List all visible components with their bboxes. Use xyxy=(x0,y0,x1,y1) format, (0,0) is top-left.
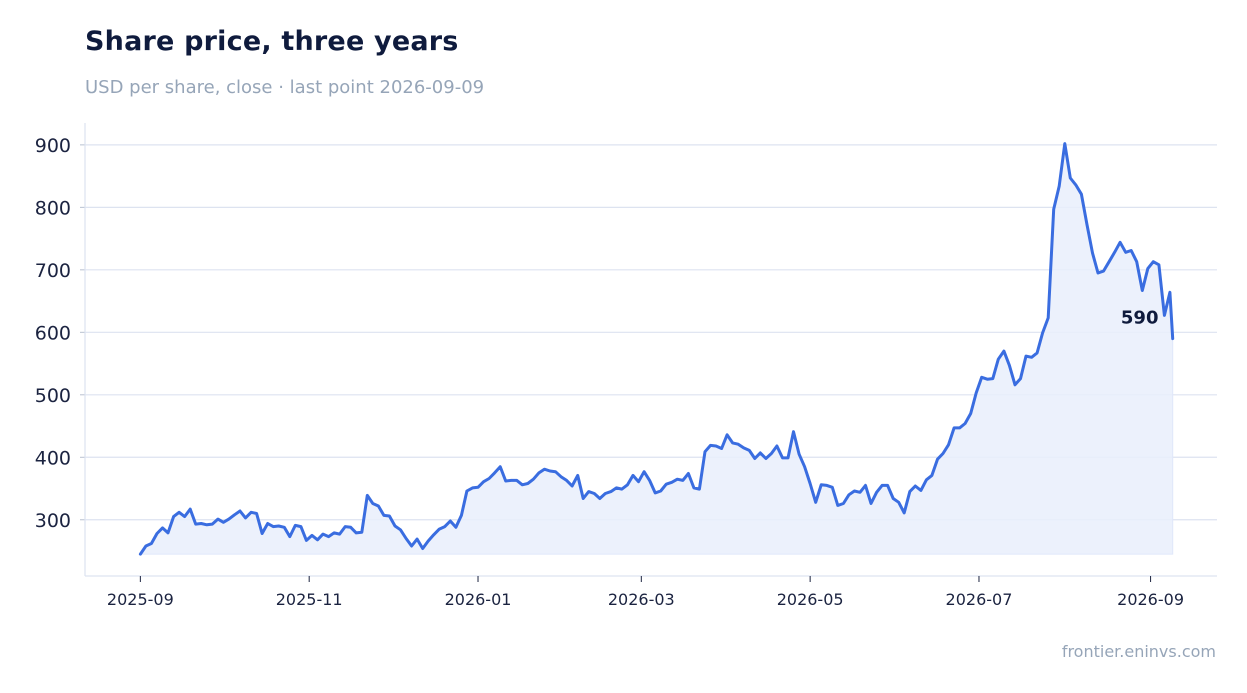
source-credit: frontier.eninvs.com xyxy=(1061,642,1216,661)
x-tick-label: 2026-03 xyxy=(608,590,675,609)
x-tick-label: 2026-01 xyxy=(445,590,512,609)
y-tick-label: 500 xyxy=(35,385,71,407)
axes xyxy=(80,123,1217,582)
chart-title: Share price, three years xyxy=(85,26,459,57)
x-tick-label: 2026-05 xyxy=(777,590,844,609)
x-tick-label: 2026-07 xyxy=(946,590,1013,609)
y-tick-label: 800 xyxy=(35,197,71,219)
x-tick-label: 2025-11 xyxy=(276,590,343,609)
y-tick-label: 900 xyxy=(35,135,71,157)
y-tick-label: 400 xyxy=(35,447,71,469)
tick-labels: 300 400 500 600 700 800 900 2025-09 2025-11 2026-… xyxy=(35,135,1184,609)
last-value-label: 590 xyxy=(1121,308,1159,329)
y-tick-label: 300 xyxy=(35,510,71,532)
x-tick-label: 2025-09 xyxy=(107,590,174,609)
x-tick-label: 2026-09 xyxy=(1117,590,1184,609)
y-tick-label: 700 xyxy=(35,260,71,282)
price-line xyxy=(138,142,1175,556)
chart-subtitle: USD per share, close · last point 2026-0… xyxy=(85,77,485,98)
y-tick-label: 600 xyxy=(35,322,71,344)
